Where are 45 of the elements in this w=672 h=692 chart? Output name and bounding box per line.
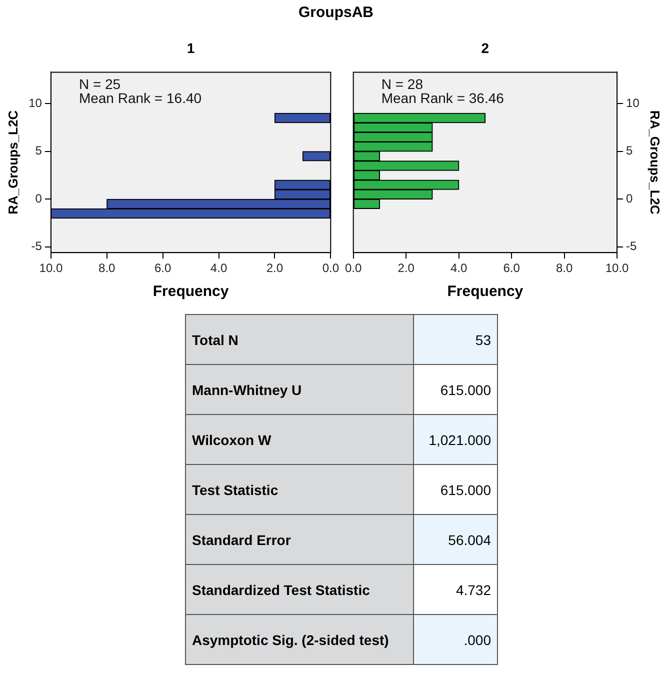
- x-tick-label: 0.0: [344, 261, 362, 276]
- text: Wilcoxon W: [186, 414, 414, 464]
- chart-title: GroupsAB: [298, 4, 374, 21]
- y-tick-label: -5: [626, 239, 638, 254]
- y-tick-label: -5: [31, 239, 42, 254]
- x-tick-label: 8.0: [556, 261, 573, 276]
- x-tick-label: 10.0: [39, 261, 63, 276]
- text: .000: [414, 614, 498, 664]
- y-axis-title: RA_Groups_L2C: [5, 110, 20, 214]
- chart-subtitle: 2: [480, 40, 490, 56]
- text: Standard Error: [186, 514, 414, 564]
- text: Mann-Whitney U: [186, 364, 414, 414]
- text: Standardized Test Statistic: [186, 564, 414, 614]
- text: Test Statistic: [186, 464, 414, 514]
- y-tick-label: 0: [626, 191, 634, 206]
- text: Total N: [186, 314, 414, 364]
- x-tick-label: 8.0: [98, 261, 116, 276]
- x-tick-label: 0.0: [322, 261, 340, 276]
- x-axis-title: Frequency: [447, 283, 524, 300]
- x-tick-label: 6.0: [503, 261, 520, 276]
- x-tick-label: 2.0: [398, 261, 415, 276]
- x-tick-label: 10.0: [605, 261, 630, 276]
- y-tick-label: 5: [626, 144, 634, 158]
- x-tick-label: 2.0: [266, 261, 284, 276]
- text: 1,021.000: [414, 414, 498, 464]
- annotation: Mean Rank = 16.40: [78, 90, 202, 106]
- x-tick-label: 4.0: [450, 261, 468, 276]
- text: 53: [414, 314, 498, 364]
- y-axis-title: RA_Groups_L2C: [648, 110, 663, 216]
- annotation: Mean Rank = 36.46: [381, 90, 504, 106]
- chart-subtitle: 1: [186, 40, 196, 56]
- annotation: N = 28: [381, 76, 424, 92]
- text: 4.732: [414, 564, 498, 614]
- y-tick-label: 10: [626, 96, 640, 110]
- x-tick-label: 4.0: [210, 261, 228, 276]
- text: 615.000: [414, 464, 498, 514]
- annotation: N = 25: [78, 76, 121, 92]
- y-tick-label: 5: [35, 144, 42, 158]
- text: 615.000: [414, 364, 498, 414]
- x-tick-label: 6.0: [154, 261, 172, 276]
- text: Asymptotic Sig. (2-sided test): [186, 614, 414, 664]
- x-axis-title: Frequency: [152, 283, 230, 300]
- text: 56.004: [414, 514, 498, 564]
- y-tick-label: 10: [28, 96, 42, 110]
- y-tick-label: 0: [35, 191, 42, 206]
